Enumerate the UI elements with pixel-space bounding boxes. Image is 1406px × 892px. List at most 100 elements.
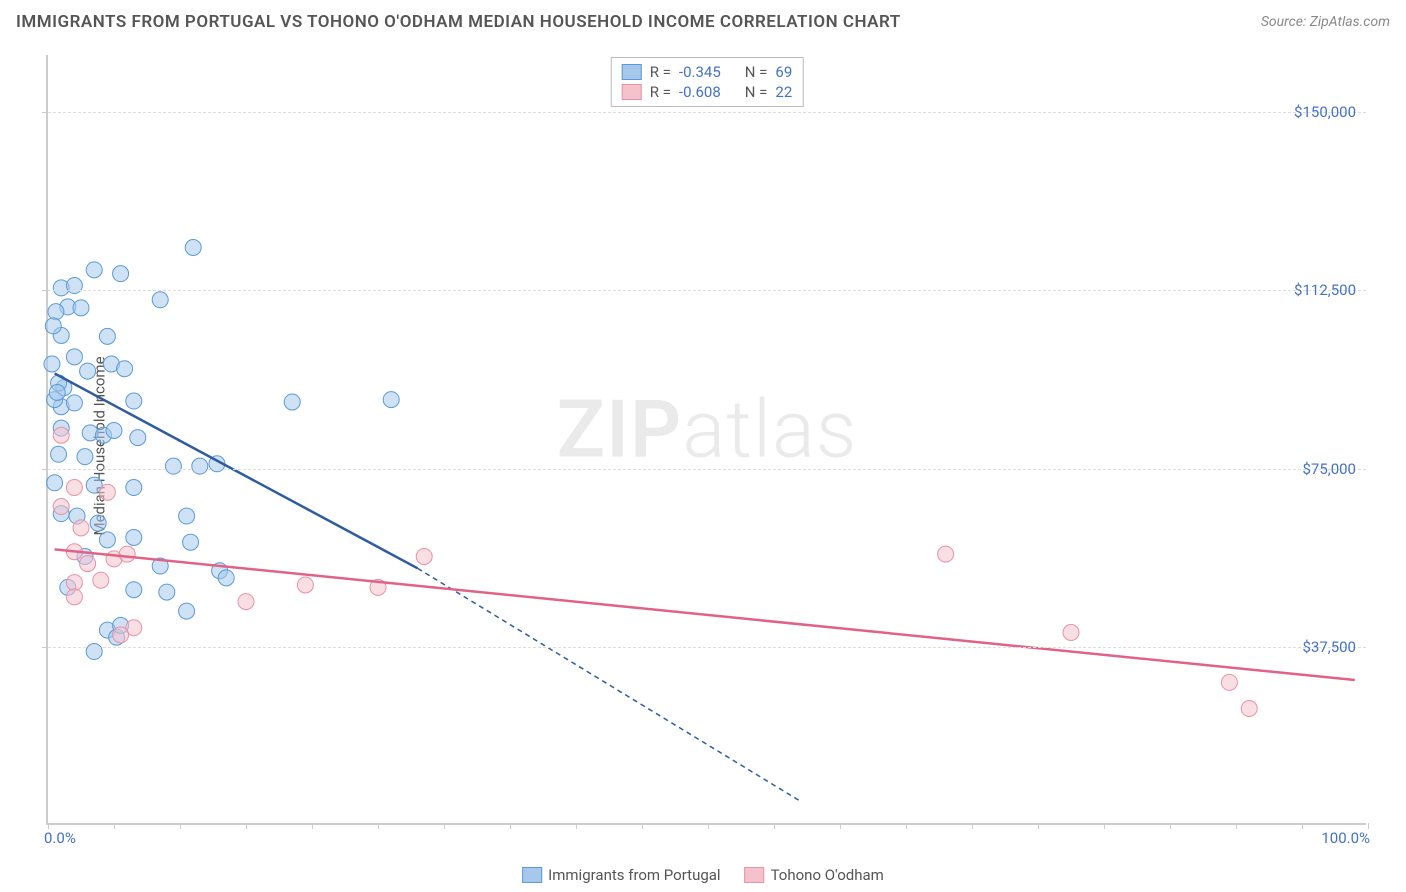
data-point	[938, 546, 954, 562]
data-point	[53, 499, 69, 515]
source-attribution: Source: ZipAtlas.com	[1261, 14, 1390, 30]
x-tick-mark	[708, 823, 709, 829]
data-point	[117, 361, 133, 377]
data-point	[66, 575, 82, 591]
x-tick-mark	[114, 823, 115, 829]
r-value-portugal: -0.345	[679, 63, 721, 81]
data-point	[51, 446, 67, 462]
n-label: N =	[745, 83, 768, 101]
x-tick-mark	[510, 823, 511, 829]
data-point	[66, 589, 82, 605]
legend-stats-row: R = -0.345 N = 69	[622, 62, 793, 82]
data-point	[66, 480, 82, 496]
data-point	[99, 532, 115, 548]
data-point	[126, 480, 142, 496]
legend-stats-box: R = -0.345 N = 69 R = -0.608 N = 22	[611, 57, 804, 107]
legend-series: Immigrants from Portugal Tohono O'odham	[522, 866, 884, 884]
y-tick-mark	[42, 469, 48, 470]
data-point	[130, 430, 146, 446]
data-point	[53, 427, 69, 443]
data-point	[113, 627, 129, 643]
n-label: N =	[745, 63, 768, 81]
x-tick-mark	[1038, 823, 1039, 829]
x-tick-mark	[378, 823, 379, 829]
data-point	[106, 422, 122, 438]
data-point	[119, 546, 135, 562]
y-tick-mark	[42, 112, 48, 113]
x-tick-mark	[1170, 823, 1171, 829]
x-tick-mark	[576, 823, 577, 829]
data-point	[80, 363, 96, 379]
data-point	[93, 572, 109, 588]
data-point	[192, 458, 208, 474]
data-point	[126, 582, 142, 598]
x-tick-mark	[312, 823, 313, 829]
x-tick-mark	[1104, 823, 1105, 829]
legend-stats-row: R = -0.608 N = 22	[622, 82, 793, 102]
data-point	[66, 395, 82, 411]
data-point	[113, 266, 129, 282]
legend-label-tohono: Tohono O'odham	[771, 866, 884, 884]
y-tick-label: $75,000	[1302, 460, 1356, 478]
y-tick-label: $150,000	[1294, 103, 1356, 121]
data-point	[185, 240, 201, 256]
y-tick-label: $112,500	[1294, 281, 1356, 299]
x-tick-mark	[1302, 823, 1303, 829]
data-point	[90, 515, 106, 531]
gridline	[48, 469, 1366, 470]
x-tick-mark	[180, 823, 181, 829]
data-point	[179, 603, 195, 619]
x-axis-max-label: 100.0%	[1321, 829, 1370, 847]
y-tick-mark	[42, 290, 48, 291]
title-bar: IMMIGRANTS FROM PORTUGAL VS TOHONO O'ODH…	[16, 12, 1390, 32]
data-point	[45, 318, 61, 334]
data-point	[77, 449, 93, 465]
x-tick-mark	[246, 823, 247, 829]
data-point	[152, 292, 168, 308]
x-tick-mark	[972, 823, 973, 829]
chart-title: IMMIGRANTS FROM PORTUGAL VS TOHONO O'ODH…	[16, 12, 901, 32]
gridline	[48, 112, 1366, 113]
legend-label-portugal: Immigrants from Portugal	[548, 866, 720, 884]
data-point	[1221, 674, 1237, 690]
n-value-portugal: 69	[775, 63, 792, 81]
legend-item-portugal: Immigrants from Portugal	[522, 866, 720, 884]
x-tick-mark	[774, 823, 775, 829]
data-point	[238, 594, 254, 610]
data-point	[179, 508, 195, 524]
x-tick-mark	[840, 823, 841, 829]
chart-container: IMMIGRANTS FROM PORTUGAL VS TOHONO O'ODH…	[0, 0, 1406, 892]
trend-line-dashed	[418, 568, 801, 801]
data-point	[297, 577, 313, 593]
x-tick-mark	[642, 823, 643, 829]
data-point	[159, 584, 175, 600]
x-tick-mark	[1236, 823, 1237, 829]
n-value-tohono: 22	[775, 83, 792, 101]
data-point	[66, 349, 82, 365]
plot-area: ZIPatlas R = -0.345 N = 69 R = -0.608 N …	[46, 55, 1366, 825]
x-axis-min-label: 0.0%	[44, 829, 76, 847]
x-tick-mark	[906, 823, 907, 829]
data-point	[126, 393, 142, 409]
legend-swatch-portugal	[522, 867, 542, 883]
data-point	[44, 356, 60, 372]
r-value-tohono: -0.608	[679, 83, 721, 101]
data-point	[80, 556, 96, 572]
legend-swatch-portugal	[622, 64, 642, 80]
data-point	[383, 392, 399, 408]
data-point	[218, 570, 234, 586]
legend-item-tohono: Tohono O'odham	[745, 866, 884, 884]
data-point	[1241, 701, 1257, 717]
data-point	[183, 534, 199, 550]
data-point	[73, 300, 89, 316]
r-label: R =	[650, 83, 671, 101]
data-point	[284, 394, 300, 410]
legend-swatch-tohono	[622, 84, 642, 100]
y-tick-label: $37,500	[1302, 638, 1356, 656]
scatter-plot-svg	[48, 55, 1366, 823]
data-point	[99, 484, 115, 500]
gridline	[48, 290, 1366, 291]
x-tick-mark	[444, 823, 445, 829]
data-point	[416, 548, 432, 564]
data-point	[126, 529, 142, 545]
